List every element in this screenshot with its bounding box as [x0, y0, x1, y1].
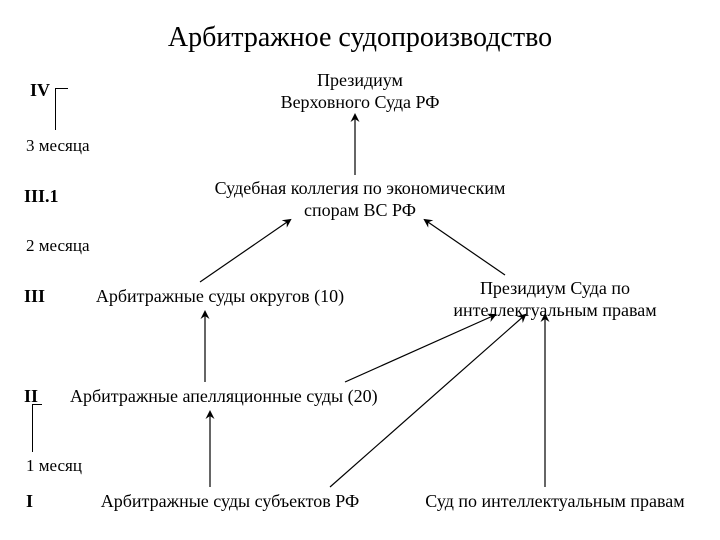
node-presidium-vs: ПрезидиумВерховного Суда РФ [250, 70, 470, 113]
level-label-iv: IV [30, 80, 50, 101]
level-label-i: I [26, 491, 33, 512]
node-district-courts: Арбитражные суды округов (10) [85, 286, 355, 308]
bracket-ii [32, 404, 43, 452]
level-label-iii: III [24, 286, 45, 307]
diagram-title: Арбитражное судопроизводство [0, 22, 720, 54]
node-ip-presidium: Президиум Суда поинтеллектуальным правам [440, 278, 670, 321]
duration-1-month: 1 месяц [26, 456, 82, 476]
duration-2-months: 2 месяца [26, 236, 89, 256]
node-subject-courts: Арбитражные суды субъектов РФ [80, 491, 380, 513]
bracket-ii-h [32, 404, 42, 405]
duration-3-months: 3 месяца [26, 136, 89, 156]
level-label-iii1: III.1 [24, 186, 59, 207]
node-appellate-courts: Арбитражные апелляционные суды (20) [60, 386, 420, 408]
bracket-iv [55, 88, 68, 101]
node-econ-collegium: Судебная коллегия по экономическимспорам… [200, 178, 520, 221]
node-ip-court: Суд по интеллектуальным правам [420, 491, 690, 513]
bracket-iv-v [55, 100, 56, 130]
